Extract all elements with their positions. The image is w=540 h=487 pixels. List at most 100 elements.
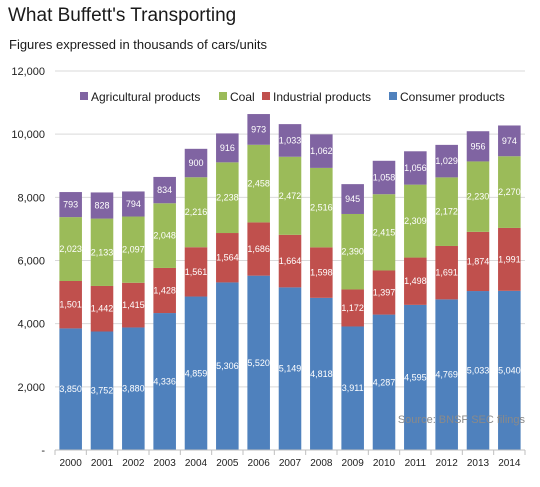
bar-segment[interactable]	[372, 194, 396, 271]
bar-segment[interactable]	[122, 216, 145, 283]
bar-segment[interactable]	[435, 245, 458, 300]
x-tick-label: 2014	[498, 458, 521, 469]
legend-swatch	[219, 92, 227, 100]
bars: 3,850 1,501 2,023 793 3,752 1,442 2,133 828 3,88…	[59, 114, 521, 450]
bar-segment[interactable]	[153, 203, 176, 268]
bar-segment[interactable]	[435, 299, 458, 450]
bar-segment[interactable]	[122, 191, 145, 217]
bar-segment[interactable]	[247, 114, 270, 145]
bar-segment[interactable]	[404, 184, 427, 258]
data-label: 945	[345, 194, 360, 204]
bar-segment[interactable]	[310, 134, 333, 168]
bar-segment[interactable]	[404, 151, 427, 185]
data-label: 794	[126, 199, 141, 209]
bar-segment[interactable]	[435, 144, 458, 178]
bar-segment[interactable]	[59, 192, 82, 218]
bar-segment[interactable]	[278, 124, 302, 157]
bar-segment[interactable]	[498, 125, 521, 157]
bar-segment[interactable]	[435, 177, 458, 246]
bar-segment[interactable]	[498, 156, 521, 228]
bar-segment[interactable]	[247, 222, 270, 276]
bar-segment[interactable]	[247, 144, 270, 223]
data-label: 1,691	[435, 268, 458, 278]
legend-label: Coal	[230, 90, 255, 104]
y-tick-label: 6,000	[17, 256, 45, 268]
bar-segment[interactable]	[372, 314, 396, 450]
bar-segment[interactable]	[90, 192, 114, 219]
legend: Agricultural products Coal Industrial prod…	[80, 90, 505, 104]
x-tick-label: 2003	[154, 458, 177, 469]
y-tick-label: 10,000	[11, 129, 45, 141]
bar-segment[interactable]	[184, 177, 208, 248]
bar-segment[interactable]	[216, 233, 239, 283]
bar-segment[interactable]	[310, 167, 333, 248]
x-tick-label: 2012	[436, 458, 459, 469]
legend-swatch	[262, 92, 270, 100]
data-label: 4,818	[310, 369, 333, 379]
bar-segment[interactable]	[216, 162, 239, 234]
bar-segment[interactable]	[466, 291, 490, 450]
bar-segment[interactable]	[59, 328, 82, 450]
bar-segment[interactable]	[184, 296, 208, 450]
bar-segment[interactable]	[341, 213, 364, 290]
bar-segment[interactable]	[466, 231, 490, 292]
bar-segment[interactable]	[59, 280, 82, 329]
bar-segment[interactable]	[278, 234, 302, 288]
bar-segment[interactable]	[90, 331, 114, 450]
bar-segment[interactable]	[184, 247, 208, 297]
x-tick-label: 2009	[342, 458, 365, 469]
bar-segment[interactable]	[466, 161, 490, 232]
data-label: 1,056	[404, 163, 427, 173]
bar-segment[interactable]	[341, 326, 364, 450]
data-label: 1,033	[279, 135, 302, 145]
bar-segment[interactable]	[404, 257, 427, 305]
bar-segment[interactable]	[90, 218, 114, 286]
bar-segment[interactable]	[498, 227, 521, 291]
data-label: 3,911	[342, 383, 364, 393]
bar-segment[interactable]	[278, 156, 302, 235]
bar-segment[interactable]	[59, 217, 82, 281]
bar-segment[interactable]	[153, 313, 176, 450]
bar-segment[interactable]	[372, 270, 396, 315]
bar-segment[interactable]	[122, 282, 145, 328]
bar-segment[interactable]	[341, 184, 364, 214]
bar-segment[interactable]	[310, 297, 333, 450]
data-label: 973	[251, 124, 266, 134]
bar-segment[interactable]	[153, 267, 176, 314]
bar-segment[interactable]	[278, 287, 302, 450]
bar-segment[interactable]	[498, 290, 521, 450]
data-label: 1,058	[373, 172, 396, 182]
x-tick-label: 2002	[122, 458, 145, 469]
bar-segment[interactable]	[216, 282, 239, 450]
x-tick-label: 2013	[467, 458, 490, 469]
legend-swatch	[80, 92, 88, 100]
bar-segment[interactable]	[341, 289, 364, 327]
bar-segment[interactable]	[122, 327, 145, 450]
bar-segment[interactable]	[247, 275, 270, 450]
y-tick-label: -	[41, 445, 45, 457]
data-label: 3,880	[122, 384, 145, 394]
x-tick-label: 2008	[310, 458, 333, 469]
data-label: 4,859	[185, 368, 208, 378]
data-label: 1,498	[404, 276, 427, 286]
bar-segment[interactable]	[404, 304, 427, 450]
data-label: 5,306	[216, 361, 239, 371]
data-label: 5,149	[279, 364, 302, 374]
data-label: 1,172	[341, 303, 364, 313]
bar-segment[interactable]	[310, 247, 333, 298]
data-label: 2,270	[498, 187, 521, 197]
bar-segment[interactable]	[466, 131, 490, 162]
data-label: 2,390	[341, 247, 364, 257]
bar-segment[interactable]	[184, 148, 208, 178]
bar-segment[interactable]	[90, 285, 114, 332]
bar-segment[interactable]	[216, 133, 239, 163]
bar-segment[interactable]	[153, 176, 176, 204]
data-label: 5,520	[247, 358, 270, 368]
data-label: 1,397	[373, 288, 396, 298]
bar-segment[interactable]	[372, 160, 396, 195]
data-label: 1,874	[467, 256, 490, 266]
data-label: 2,415	[373, 227, 396, 237]
data-label: 1,415	[122, 300, 145, 310]
x-tick-label: 2005	[216, 458, 239, 469]
